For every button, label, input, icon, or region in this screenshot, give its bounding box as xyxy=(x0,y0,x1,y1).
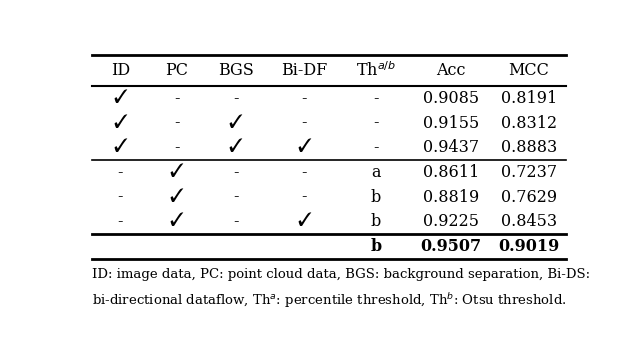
Text: ✓: ✓ xyxy=(297,213,312,230)
Text: -: - xyxy=(301,90,307,107)
Text: ✓: ✓ xyxy=(228,139,243,156)
Text: ✓: ✓ xyxy=(170,164,184,181)
Text: 0.7629: 0.7629 xyxy=(500,189,557,206)
Text: ID: image data, PC: point cloud data, BGS: background separation, Bi-DS:: ID: image data, PC: point cloud data, BG… xyxy=(92,268,591,281)
Text: 0.9225: 0.9225 xyxy=(423,213,479,230)
Text: -: - xyxy=(373,114,379,132)
Text: -: - xyxy=(233,213,239,230)
Text: 0.8453: 0.8453 xyxy=(500,213,557,230)
Text: 0.8191: 0.8191 xyxy=(500,90,557,107)
Text: a: a xyxy=(371,164,381,181)
Text: -: - xyxy=(301,114,307,132)
Text: ✓: ✓ xyxy=(170,213,184,230)
Text: ✓: ✓ xyxy=(228,114,243,132)
Text: Acc: Acc xyxy=(436,62,465,79)
Text: 0.8312: 0.8312 xyxy=(500,114,557,132)
Text: ✓: ✓ xyxy=(302,238,307,255)
Text: -: - xyxy=(301,189,307,206)
Text: 0.8611: 0.8611 xyxy=(422,164,479,181)
Text: -: - xyxy=(174,90,179,107)
Text: b: b xyxy=(371,213,381,230)
Text: ✓: ✓ xyxy=(118,238,123,255)
Text: Th$^{a/b}$: Th$^{a/b}$ xyxy=(356,61,396,80)
Text: 0.9155: 0.9155 xyxy=(422,114,479,132)
Text: ✓: ✓ xyxy=(174,238,179,255)
Text: 0.9437: 0.9437 xyxy=(422,139,479,156)
Text: -: - xyxy=(118,189,123,206)
Text: 0.9019: 0.9019 xyxy=(498,238,559,255)
Text: 0.9507: 0.9507 xyxy=(420,238,481,255)
Text: ✓: ✓ xyxy=(113,139,127,156)
Text: MCC: MCC xyxy=(508,62,549,79)
Text: b: b xyxy=(371,189,381,206)
Text: -: - xyxy=(233,164,239,181)
Text: ✓: ✓ xyxy=(113,114,127,132)
Text: PC: PC xyxy=(165,62,188,79)
Text: -: - xyxy=(233,189,239,206)
Text: -: - xyxy=(301,164,307,181)
Text: 0.7237: 0.7237 xyxy=(500,164,557,181)
Text: -: - xyxy=(174,139,179,156)
Text: -: - xyxy=(118,213,123,230)
Text: 0.8819: 0.8819 xyxy=(422,189,479,206)
Text: ✓: ✓ xyxy=(297,139,312,156)
Text: ✓: ✓ xyxy=(113,90,127,107)
Text: Bi-DF: Bi-DF xyxy=(281,62,328,79)
Text: b: b xyxy=(371,238,381,255)
Text: -: - xyxy=(373,139,379,156)
Text: -: - xyxy=(233,90,239,107)
Text: BGS: BGS xyxy=(218,62,253,79)
Text: -: - xyxy=(118,164,123,181)
Text: 0.9085: 0.9085 xyxy=(422,90,479,107)
Text: -: - xyxy=(373,90,379,107)
Text: ID: ID xyxy=(111,62,130,79)
Text: bi-directional dataflow, Th$^{a}$: percentile threshold, Th$^{b}$: Otsu threshol: bi-directional dataflow, Th$^{a}$: perce… xyxy=(92,291,567,310)
Text: ✓: ✓ xyxy=(170,189,184,206)
Text: ✓: ✓ xyxy=(234,238,238,255)
Text: -: - xyxy=(174,114,179,132)
Text: 0.8883: 0.8883 xyxy=(500,139,557,156)
